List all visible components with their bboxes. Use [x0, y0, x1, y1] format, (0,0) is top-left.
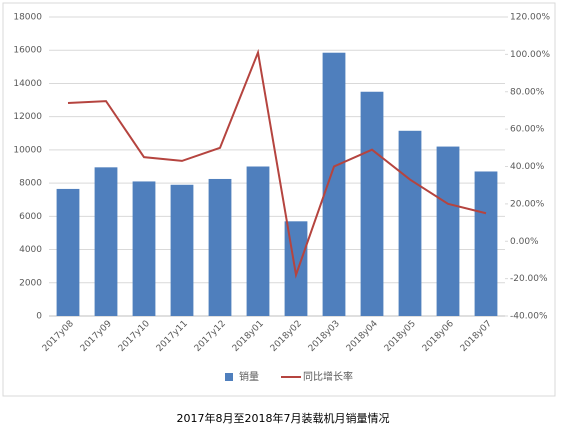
- bar: [94, 167, 118, 316]
- bar: [56, 188, 80, 316]
- bar: [398, 130, 422, 316]
- bar: [284, 221, 308, 316]
- y-tick-label: 10000: [13, 145, 42, 155]
- y-tick-label: 8000: [19, 179, 42, 189]
- y2-tick-label: -20.00%: [510, 274, 548, 284]
- bar: [246, 166, 270, 316]
- y-tick-label: 16000: [13, 46, 42, 56]
- y2-tick-label: 60.00%: [510, 125, 545, 135]
- y-tick-label: 4000: [19, 245, 42, 255]
- y-tick-label: 2000: [19, 278, 42, 288]
- y2-tick-label: 40.00%: [510, 162, 545, 172]
- legend-label: 同比增长率: [303, 370, 353, 383]
- y-tick-label: 12000: [13, 112, 42, 122]
- bar: [360, 91, 384, 316]
- y2-tick-label: 0.00%: [510, 237, 539, 247]
- y-tick-label: 0: [36, 312, 42, 322]
- bar: [208, 178, 232, 316]
- legend-label: 销量: [239, 370, 259, 383]
- y2-tick-label: 80.00%: [510, 87, 545, 97]
- line: [67, 48, 487, 279]
- bar: [474, 171, 498, 316]
- bar: [322, 52, 346, 316]
- chart-title: 2017年8月至2018年7月装载机月销量情况: [177, 411, 390, 425]
- y2-tick-label: 100.00%: [510, 50, 550, 60]
- bar: [170, 184, 194, 316]
- y-tick-label: 6000: [19, 212, 42, 222]
- y-tick-label: 14000: [13, 79, 42, 89]
- bar: [132, 181, 156, 316]
- y2-tick-label: 120.00%: [510, 13, 550, 23]
- y2-tick-label: -40.00%: [510, 312, 548, 322]
- legend-swatch: [225, 373, 233, 381]
- y-tick-label: 18000: [13, 13, 42, 23]
- bar: [436, 146, 460, 316]
- y2-tick-label: 20.00%: [510, 199, 545, 209]
